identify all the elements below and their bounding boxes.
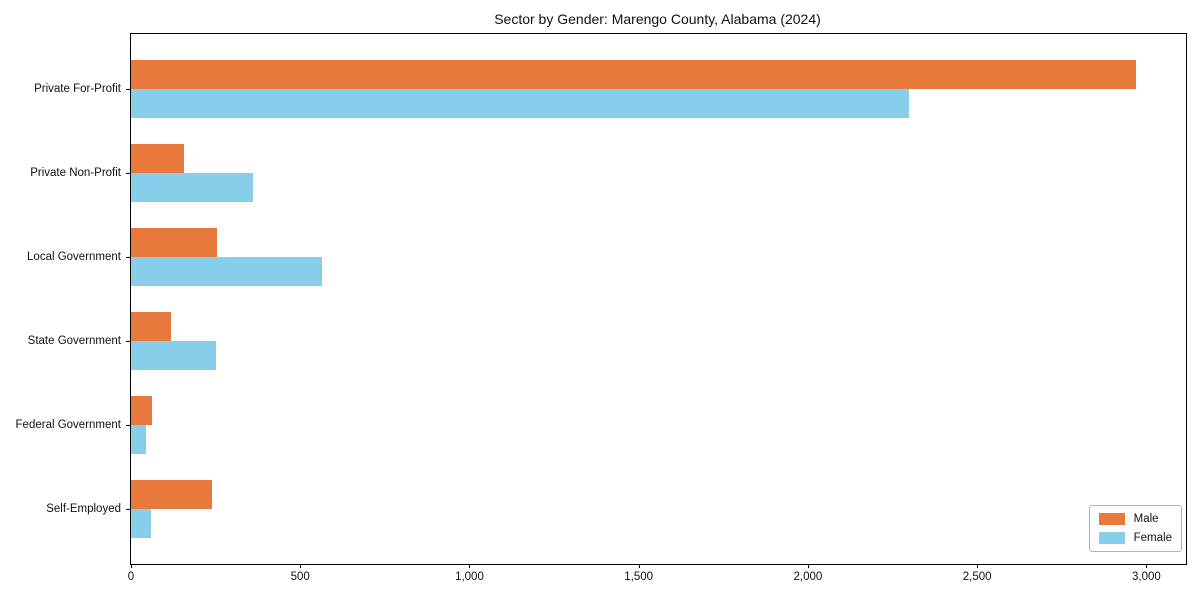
y-tick-mark: [126, 341, 130, 342]
y-tick-mark: [126, 173, 130, 174]
x-tick-label: 2,000: [793, 571, 823, 583]
x-tick-label: 2,500: [962, 571, 992, 583]
bar-female-private-for-profit: [131, 89, 910, 118]
x-tick-mark: [1146, 564, 1148, 568]
x-tick-mark: [131, 564, 132, 568]
legend-item-male: Male: [1098, 513, 1172, 525]
y-tick-label: Federal Government: [15, 419, 121, 431]
legend-item-female: Female: [1098, 532, 1172, 544]
x-tick-mark: [977, 564, 979, 568]
legend-label-male: Male: [1133, 513, 1159, 525]
x-tick-label: 500: [290, 571, 310, 583]
bar-female-state-government: [131, 341, 216, 370]
y-tick-label: Self-Employed: [46, 503, 121, 515]
x-tick-label: 1,500: [624, 571, 654, 583]
bar-male-local-government: [131, 228, 218, 257]
x-tick-mark: [300, 564, 302, 568]
x-tick-label: 3,000: [1132, 571, 1161, 583]
y-tick-label: Private Non-Profit: [30, 167, 121, 179]
bar-male-self-employed: [131, 480, 212, 509]
chart-title: Sector by Gender: Marengo County, Alabam…: [494, 11, 821, 27]
male-series-swatch: [1098, 513, 1125, 525]
x-tick-mark: [638, 564, 640, 568]
x-tick-label: 1,000: [455, 571, 484, 583]
x-tick-label: 0: [127, 571, 135, 583]
female-series-swatch: [1098, 532, 1125, 544]
y-tick-mark: [126, 509, 130, 510]
bar-male-state-government: [131, 312, 171, 341]
bar-male-private-non-profit: [131, 144, 185, 173]
y-tick-mark: [126, 89, 130, 90]
y-tick-label: Private For-Profit: [34, 83, 121, 95]
bar-female-private-non-profit: [131, 173, 253, 202]
x-tick-mark: [469, 564, 471, 568]
legend-label-female: Female: [1133, 532, 1172, 544]
bar-female-federal-government: [131, 425, 147, 454]
bar-female-self-employed: [131, 509, 152, 538]
x-tick-mark: [807, 564, 809, 568]
y-tick-label: State Government: [27, 335, 121, 347]
plot-area: Private For-Profit Private Non-Profit Loca…: [16, 33, 1187, 583]
y-tick-mark: [126, 425, 130, 426]
bar-male-federal-government: [131, 396, 152, 425]
bar-female-local-government: [131, 257, 323, 286]
y-tick-mark: [126, 257, 130, 258]
legend: Male Female: [1088, 505, 1182, 552]
y-tick-label: Local Government: [27, 251, 121, 263]
bar-male-private-for-profit: [131, 60, 1137, 89]
